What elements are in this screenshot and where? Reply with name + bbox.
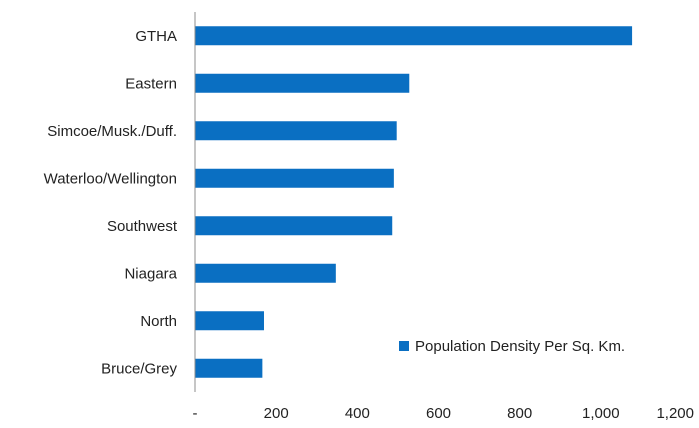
x-tick-labels: - 200 400 600 800 1,000 1,200 xyxy=(193,405,695,422)
category-label: Simcoe/Musk./Duff. xyxy=(47,123,177,140)
category-label: GTHA xyxy=(135,28,177,45)
x-tick-label: 1,200 xyxy=(656,405,694,422)
x-tick-label: - xyxy=(193,405,198,422)
category-label: Waterloo/Wellington xyxy=(44,170,177,187)
x-tick-label: 600 xyxy=(426,405,451,422)
bar xyxy=(195,311,264,331)
x-tick-label: 1,000 xyxy=(582,405,620,422)
x-tick-label: 800 xyxy=(507,405,532,422)
bar xyxy=(195,216,393,236)
legend: Population Density Per Sq. Km. xyxy=(399,338,625,355)
x-tick-label: 400 xyxy=(345,405,370,422)
category-label: North xyxy=(140,313,177,330)
category-label: Southwest xyxy=(107,218,178,235)
bar xyxy=(195,358,263,378)
legend-label: Population Density Per Sq. Km. xyxy=(415,338,625,355)
category-labels: GTHA Eastern Simcoe/Musk./Duff. Waterloo/We… xyxy=(44,28,178,378)
bar xyxy=(195,168,394,188)
category-label: Bruce/Grey xyxy=(101,360,177,377)
x-tick-label: 200 xyxy=(264,405,289,422)
bar xyxy=(195,26,633,46)
category-label: Eastern xyxy=(125,75,177,92)
category-label: Niagara xyxy=(124,265,177,282)
bar xyxy=(195,263,336,283)
bar xyxy=(195,121,397,141)
bar xyxy=(195,73,410,93)
bars xyxy=(195,26,633,378)
legend-swatch xyxy=(399,341,409,351)
